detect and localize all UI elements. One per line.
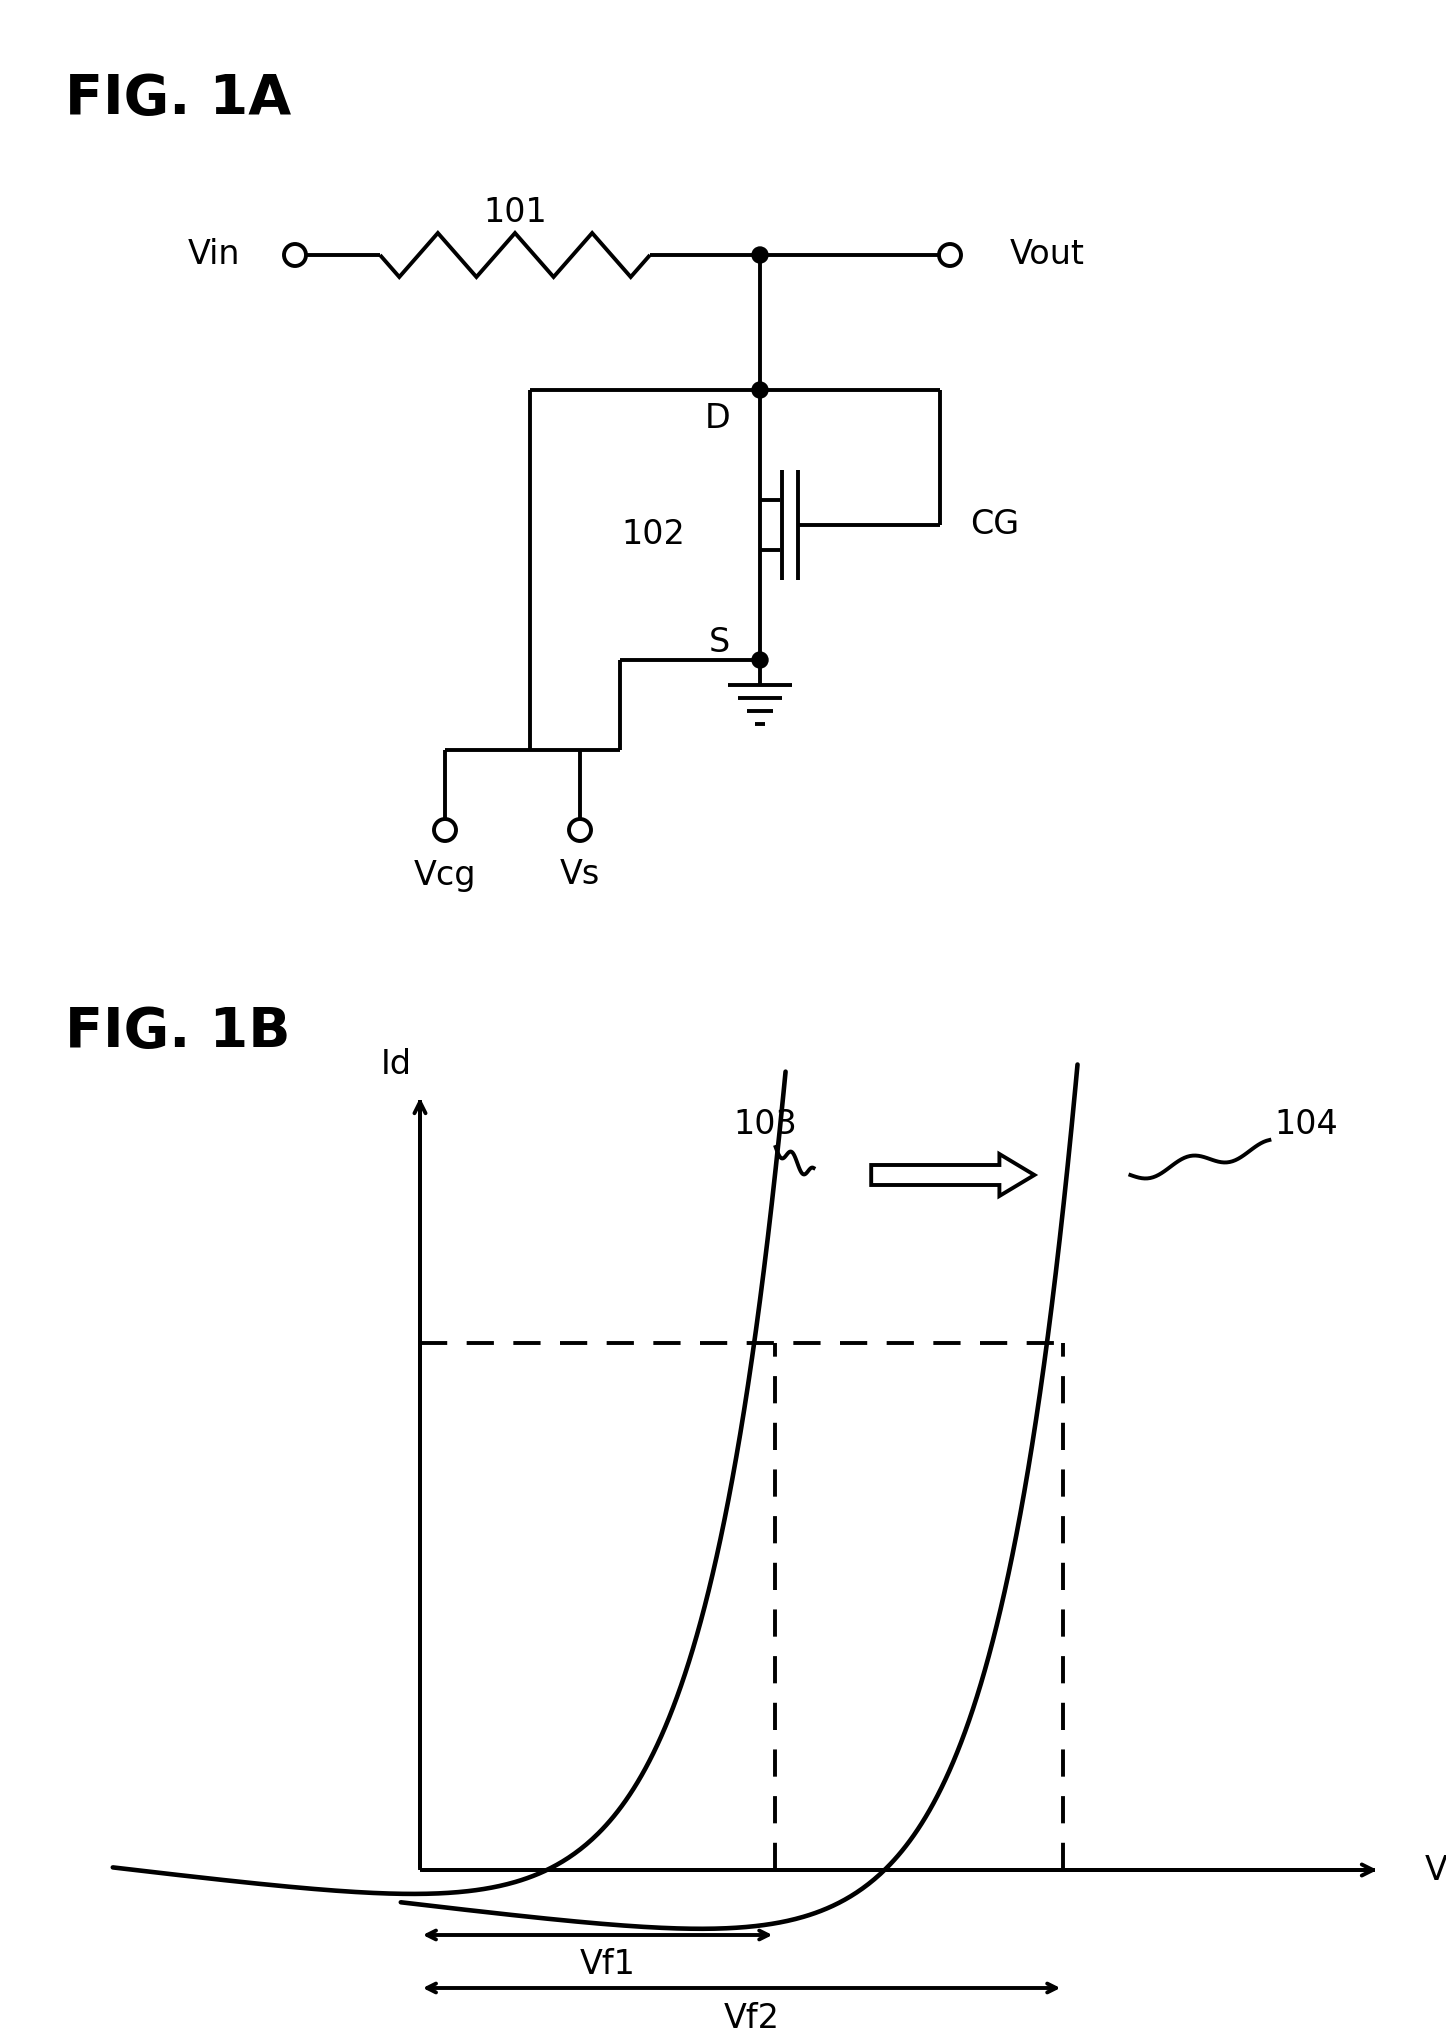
Text: Vf2: Vf2: [723, 2002, 779, 2035]
Text: D: D: [704, 402, 730, 434]
Text: 104: 104: [1274, 1109, 1338, 1142]
Text: 101: 101: [483, 196, 547, 230]
Text: 103: 103: [733, 1109, 798, 1142]
Circle shape: [283, 245, 307, 265]
Circle shape: [752, 247, 768, 263]
Text: Vout: Vout: [1009, 239, 1084, 271]
FancyArrow shape: [870, 1154, 1034, 1197]
Text: Vs: Vs: [560, 858, 600, 891]
Text: FIG. 1A: FIG. 1A: [65, 71, 291, 126]
Text: Vf1: Vf1: [580, 1949, 636, 1982]
Text: Vin: Vin: [188, 239, 240, 271]
Circle shape: [568, 820, 591, 840]
Circle shape: [938, 245, 962, 265]
Text: FIG. 1B: FIG. 1B: [65, 1005, 291, 1058]
Text: S: S: [709, 626, 730, 659]
Circle shape: [434, 820, 455, 840]
Text: Vds: Vds: [1424, 1853, 1446, 1886]
Text: CG: CG: [970, 508, 1019, 542]
Text: Id: Id: [380, 1048, 412, 1081]
Text: 102: 102: [622, 518, 685, 551]
Text: Vcg: Vcg: [414, 858, 476, 891]
Circle shape: [752, 652, 768, 669]
Circle shape: [752, 381, 768, 398]
